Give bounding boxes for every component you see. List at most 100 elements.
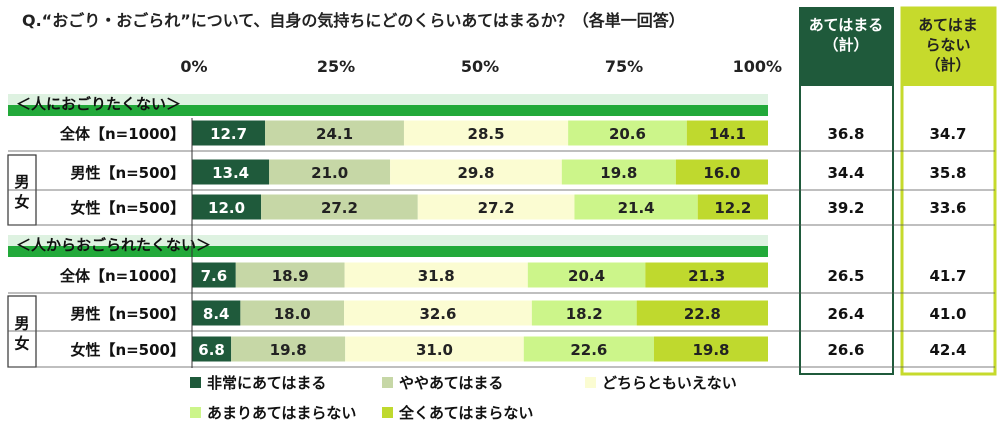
gender-group-box bbox=[7, 295, 37, 368]
row-label: 女性【n=500】 bbox=[70, 341, 185, 359]
bar-value-label: 18.9 bbox=[272, 267, 309, 285]
bar-value-label: 24.1 bbox=[316, 125, 353, 143]
legend-label: どちらともいえない bbox=[602, 374, 737, 392]
bar-segment bbox=[192, 336, 232, 362]
bar-value-label: 19.8 bbox=[270, 341, 307, 359]
bar-segment bbox=[390, 159, 562, 185]
section-band-highlight bbox=[8, 94, 768, 105]
gender-group-label-char: 男 bbox=[14, 315, 29, 333]
summary-applies-title-line: あてはまる bbox=[809, 16, 883, 34]
section-title: ＜人からおごられたくない＞ bbox=[16, 236, 211, 254]
bar-segment bbox=[231, 336, 346, 362]
x-tick-label: 50% bbox=[461, 57, 499, 76]
summary-not-applies-header bbox=[902, 8, 995, 86]
summary-applies-header bbox=[800, 8, 893, 86]
summary-not-applies-value: 41.0 bbox=[929, 305, 966, 323]
bar-value-label: 19.8 bbox=[692, 341, 729, 359]
bar-value-label: 19.8 bbox=[600, 164, 637, 182]
bar-segment bbox=[697, 194, 768, 220]
summary-applies-value: 34.4 bbox=[827, 164, 864, 182]
bar-segment bbox=[192, 159, 270, 185]
x-tick-label: 75% bbox=[605, 57, 643, 76]
row-label: 全体【n=1000】 bbox=[59, 267, 185, 285]
summary-applies-value: 26.4 bbox=[827, 305, 864, 323]
bar-value-label: 28.5 bbox=[468, 125, 505, 143]
legend-label: 全くあてはまらない bbox=[398, 404, 533, 422]
bar-value-label: 6.8 bbox=[198, 341, 225, 359]
bar-value-label: 12.7 bbox=[210, 125, 247, 143]
bar-value-label: 20.4 bbox=[568, 267, 605, 285]
summary-not-applies-title: あてはまらない （計） bbox=[918, 16, 977, 74]
legend-label: ややあてはまる bbox=[399, 374, 503, 392]
summary-not-applies-value: 41.7 bbox=[929, 267, 966, 285]
legend-label: あまりあてはまらない bbox=[207, 404, 356, 422]
summary-applies-title-line: （計） bbox=[823, 36, 868, 54]
bar-value-label: 20.6 bbox=[609, 125, 646, 143]
gender-group-label-char: 男 bbox=[14, 173, 29, 191]
legend-swatch bbox=[585, 377, 596, 388]
bar-segment bbox=[261, 194, 418, 220]
bar-segment bbox=[675, 159, 768, 185]
x-tick-label: 100% bbox=[733, 57, 782, 76]
bar-segment bbox=[561, 159, 676, 185]
gender-group-label: 男女 bbox=[14, 173, 29, 211]
section-title: ＜人におごりたくない＞ bbox=[16, 95, 181, 113]
bar-segment bbox=[265, 120, 404, 146]
bar-segment bbox=[240, 300, 345, 326]
gender-group-label: 男女 bbox=[14, 315, 29, 353]
bar-segment bbox=[192, 194, 262, 220]
bar-value-label: 32.6 bbox=[419, 305, 456, 323]
summary-not-applies-title-line: らない bbox=[925, 36, 970, 54]
bar-value-label: 27.2 bbox=[478, 199, 515, 217]
summary-applies-value: 26.5 bbox=[827, 267, 864, 285]
bar-segment bbox=[345, 336, 524, 362]
bar-segment bbox=[653, 336, 768, 362]
bar-value-label: 13.4 bbox=[212, 164, 249, 182]
row-label: 全体【n=1000】 bbox=[59, 125, 185, 143]
bar-segment bbox=[686, 120, 768, 146]
bar-segment bbox=[192, 262, 236, 288]
summary-not-applies-value: 42.4 bbox=[929, 341, 966, 359]
summary-applies-value: 26.6 bbox=[827, 341, 864, 359]
legend-label: 非常にあてはまる bbox=[207, 374, 326, 392]
summary-not-applies-title-line: （計） bbox=[925, 56, 970, 74]
bar-value-label: 12.0 bbox=[208, 199, 245, 217]
summary-not-applies-value: 34.7 bbox=[929, 125, 966, 143]
chart-title: Q.“おごり・おごられ”について、自身の気持ちにどのくらいあてはまるか？（各単一… bbox=[22, 11, 685, 30]
bar-segment bbox=[235, 262, 345, 288]
bar-segment bbox=[531, 300, 637, 326]
bar-value-label: 18.2 bbox=[566, 305, 603, 323]
bar-value-label: 21.3 bbox=[688, 267, 725, 285]
bar-segment bbox=[192, 300, 241, 326]
bar-segment bbox=[636, 300, 768, 326]
bar-segment bbox=[527, 262, 646, 288]
bar-value-label: 21.4 bbox=[618, 199, 655, 217]
bar-value-label: 31.0 bbox=[416, 341, 453, 359]
bar-value-label: 14.1 bbox=[709, 125, 746, 143]
bar-value-label: 12.2 bbox=[714, 199, 751, 217]
summary-applies-title: あてはまる （計） bbox=[809, 16, 883, 54]
bar-value-label: 7.6 bbox=[201, 267, 228, 285]
bar-value-label: 22.6 bbox=[570, 341, 607, 359]
gender-group-label-char: 女 bbox=[14, 193, 29, 211]
bar-segment bbox=[417, 194, 575, 220]
bar-value-label: 22.8 bbox=[684, 305, 721, 323]
summary-applies-value: 36.8 bbox=[827, 125, 864, 143]
bar-segment bbox=[344, 262, 528, 288]
legend-swatch bbox=[382, 407, 393, 418]
bar-segment bbox=[344, 300, 532, 326]
x-tick-label: 0% bbox=[180, 57, 207, 76]
row-label: 女性【n=500】 bbox=[70, 199, 185, 217]
bar-value-label: 31.8 bbox=[418, 267, 455, 285]
bar-segment bbox=[269, 159, 391, 185]
summary-not-applies-value: 33.6 bbox=[929, 199, 966, 217]
section-band-highlight bbox=[8, 235, 768, 246]
bar-value-label: 18.0 bbox=[274, 305, 311, 323]
x-tick-label: 25% bbox=[317, 57, 355, 76]
summary-not-applies-value: 35.8 bbox=[929, 164, 966, 182]
bar-value-label: 8.4 bbox=[203, 305, 230, 323]
bar-segment bbox=[192, 120, 266, 146]
row-label: 男性【n=500】 bbox=[70, 305, 185, 323]
bar-value-label: 29.8 bbox=[457, 164, 494, 182]
